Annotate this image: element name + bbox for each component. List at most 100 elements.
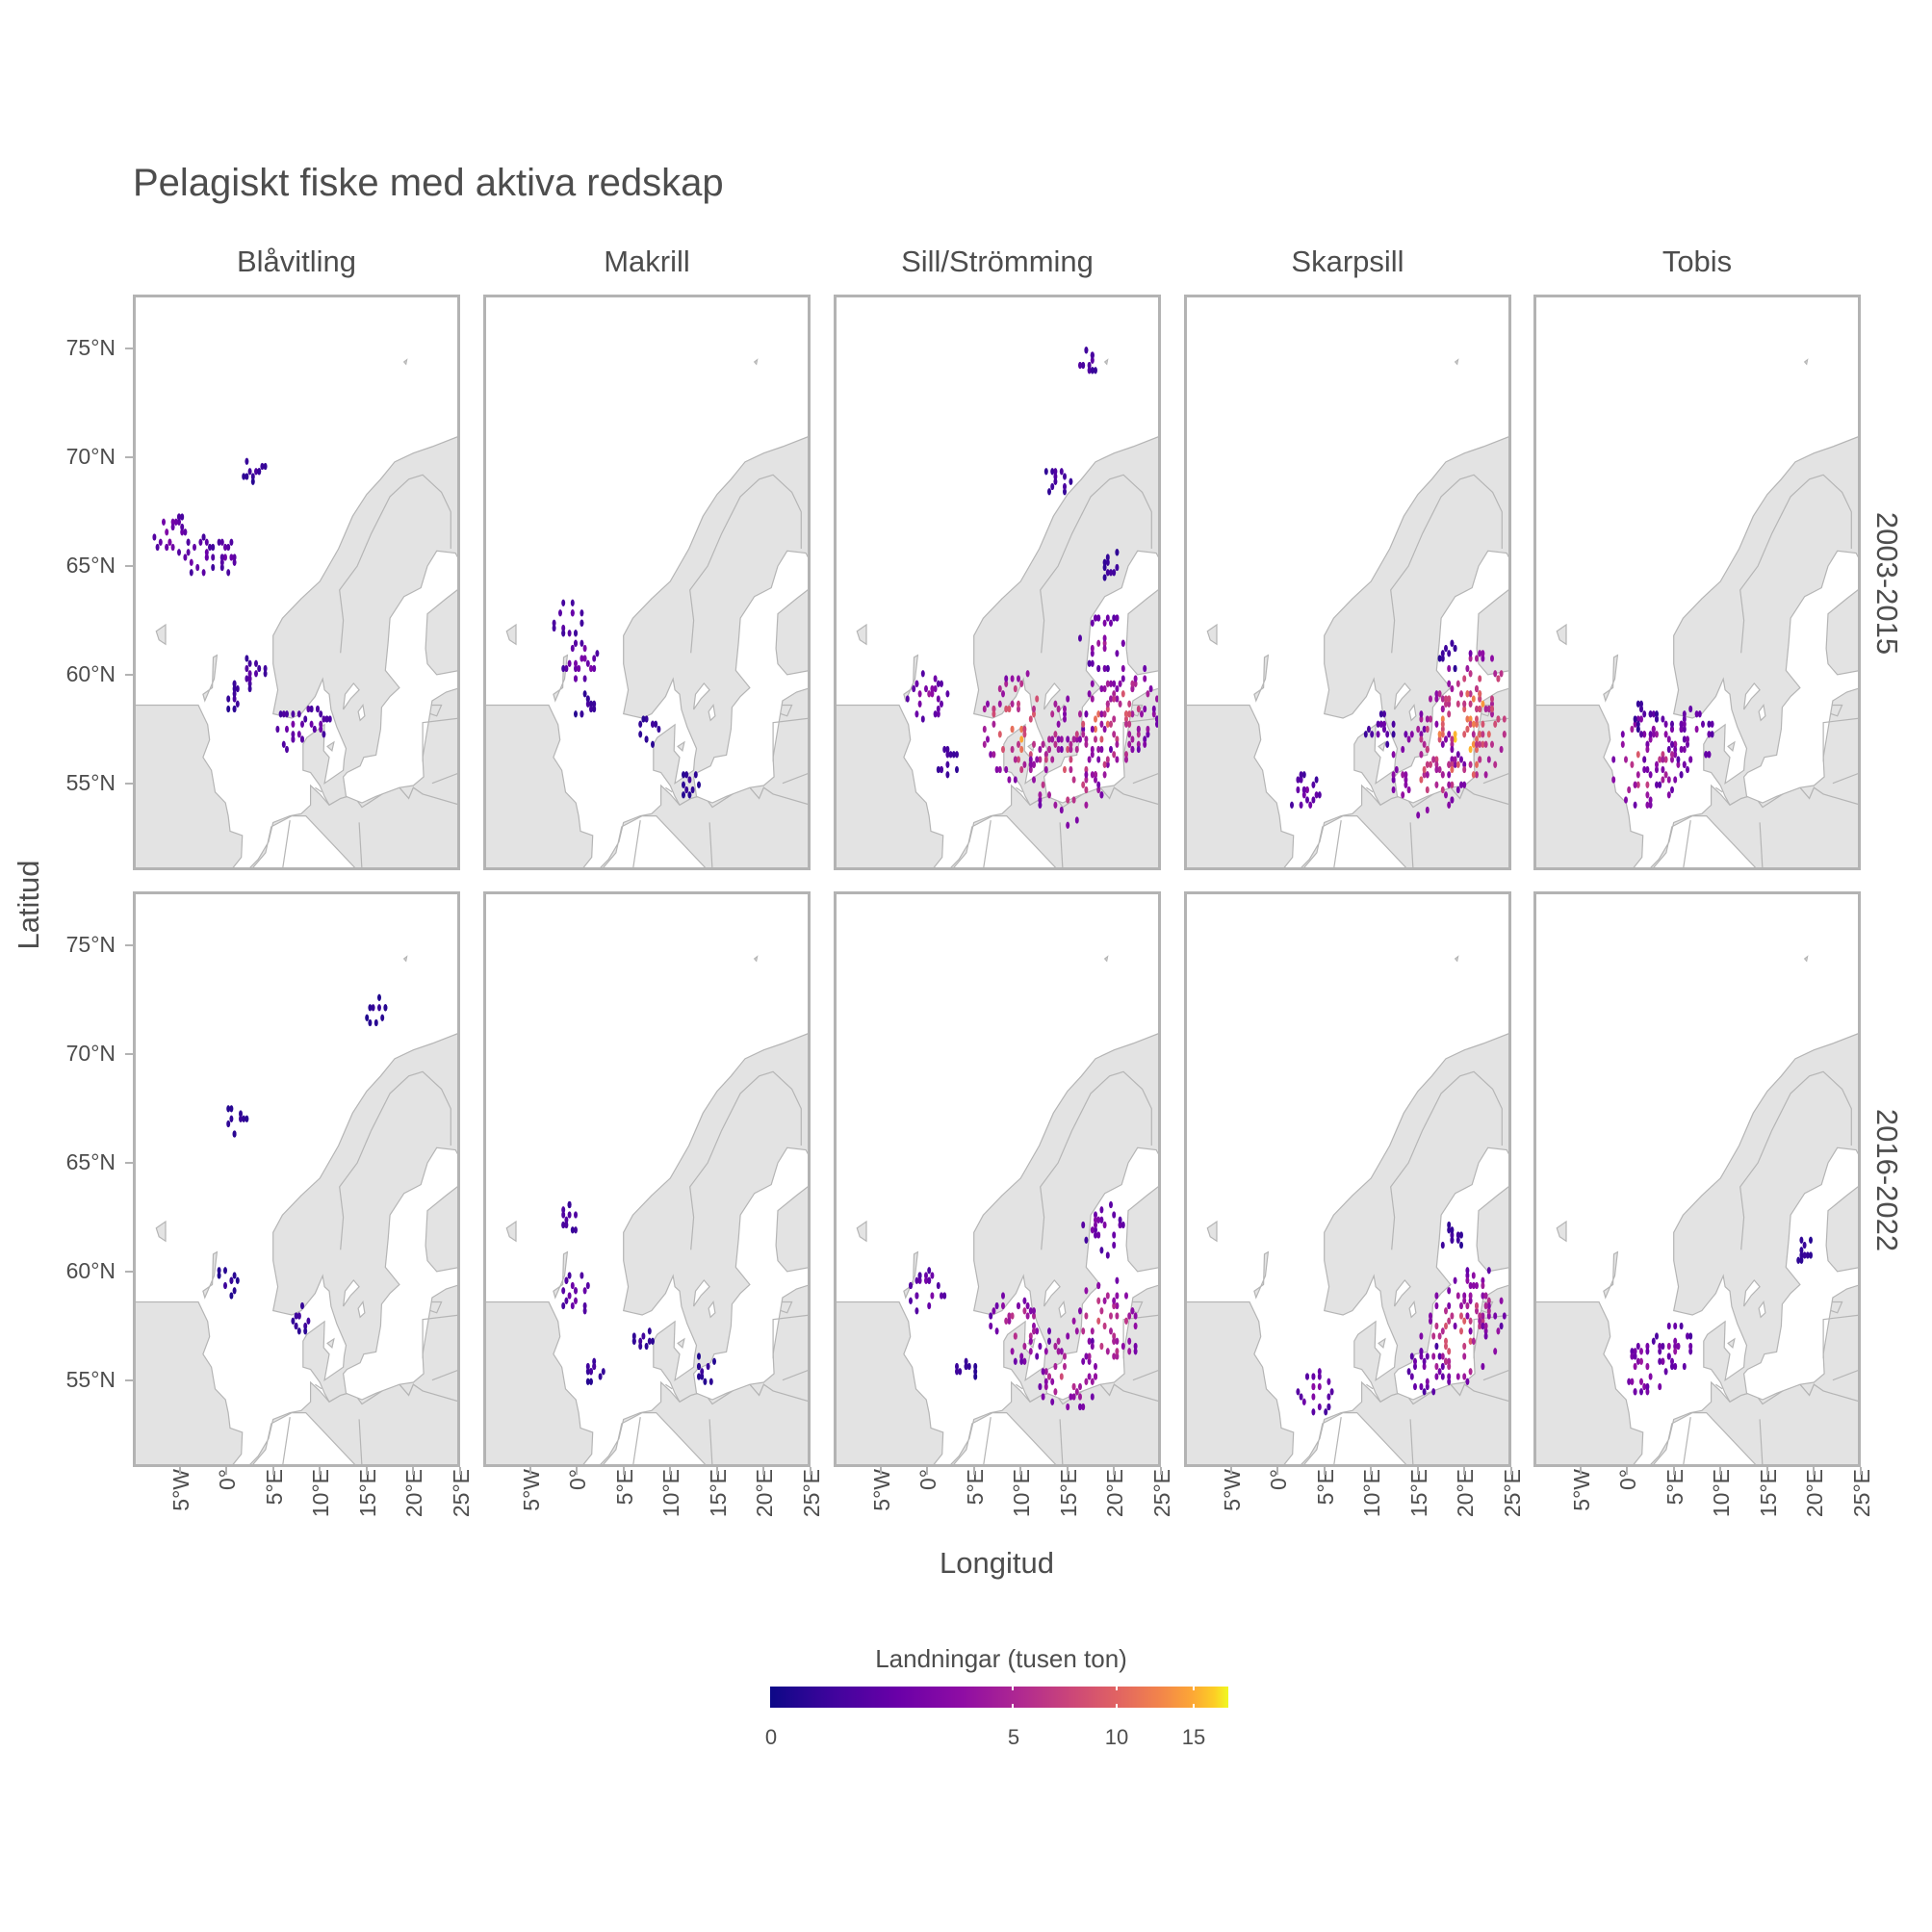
landing-cell xyxy=(1069,477,1073,485)
landing-cell xyxy=(580,710,584,718)
landing-cell xyxy=(1063,1362,1067,1371)
landing-cell xyxy=(1666,1322,1671,1330)
landing-cell xyxy=(1109,720,1113,728)
landing-cell xyxy=(247,659,252,667)
landing-cell xyxy=(1025,1301,1030,1310)
x-tick-mark xyxy=(1160,1467,1162,1475)
landing-cell xyxy=(942,1292,947,1300)
landing-cell xyxy=(1434,765,1439,774)
landing-cell xyxy=(1462,731,1467,738)
landing-cell xyxy=(1440,720,1445,728)
landing-cell xyxy=(232,558,237,566)
x-tick-label: 25°E xyxy=(799,1469,824,1518)
landing-cell xyxy=(1468,1297,1473,1304)
landing-cell xyxy=(1645,801,1650,809)
x-tick-mark xyxy=(1860,1467,1862,1475)
landing-cell xyxy=(1099,1216,1104,1224)
landing-cell xyxy=(1465,715,1470,723)
landing-cell xyxy=(1305,1373,1309,1380)
landing-cell xyxy=(1401,771,1405,779)
landing-cell xyxy=(1096,1297,1101,1304)
landing-cell xyxy=(1127,1348,1132,1355)
landing-cell xyxy=(1099,735,1104,743)
landing-cell xyxy=(1090,650,1095,657)
landing-cell xyxy=(1053,1342,1058,1351)
landing-cells xyxy=(909,1200,1138,1411)
landing-cell xyxy=(1053,731,1058,738)
landing-cell xyxy=(303,715,308,723)
landing-cell xyxy=(1453,1322,1457,1330)
landing-cell xyxy=(561,624,566,632)
landing-cell xyxy=(1431,1332,1436,1340)
landing-cell xyxy=(291,720,296,728)
landing-cell xyxy=(936,1281,940,1290)
landing-cell xyxy=(582,655,587,662)
landing-cell xyxy=(1311,1373,1316,1380)
landing-cell xyxy=(1146,690,1150,698)
landing-cell xyxy=(598,1373,603,1380)
landing-cell xyxy=(589,700,593,708)
landing-cell xyxy=(1630,1378,1635,1385)
landing-cell xyxy=(189,558,193,566)
landing-cell xyxy=(1066,796,1070,804)
landing-cell xyxy=(1636,1357,1640,1365)
landing-cell xyxy=(1115,1276,1120,1284)
landing-cell xyxy=(1648,771,1653,779)
landing-cell xyxy=(1090,725,1095,734)
landing-cell xyxy=(1022,731,1027,738)
landing-cell xyxy=(275,725,280,734)
landing-cell xyxy=(1444,700,1448,708)
landing-cell xyxy=(1686,740,1689,748)
landing-cell xyxy=(1112,715,1117,723)
landing-cell xyxy=(1490,700,1494,708)
x-tick-mark xyxy=(1113,1467,1116,1475)
landing-cell xyxy=(1115,1312,1120,1320)
landing-cell xyxy=(570,1301,575,1310)
landing-cell xyxy=(319,710,323,718)
landing-cell xyxy=(930,684,935,693)
landing-cell xyxy=(1004,680,1009,687)
landing-cell xyxy=(930,690,935,698)
landing-cell xyxy=(552,619,556,627)
landing-cell xyxy=(278,710,283,718)
landing-cell xyxy=(1661,751,1665,759)
landing-cell xyxy=(1035,1327,1040,1335)
landing-cell xyxy=(574,664,578,673)
landing-cell xyxy=(1130,735,1135,743)
landing-cell xyxy=(1447,1226,1452,1234)
x-tick-mark xyxy=(879,1467,882,1475)
landing-cell xyxy=(1425,771,1430,779)
landing-cell xyxy=(936,680,940,687)
x-tick-label: 0° xyxy=(915,1469,941,1490)
landing-cell xyxy=(250,473,255,480)
landing-cell xyxy=(693,771,698,779)
landing-cell xyxy=(1642,731,1647,738)
landing-cell xyxy=(1636,700,1640,708)
landing-cell xyxy=(1404,771,1408,779)
landing-cell xyxy=(1639,1388,1643,1396)
landing-cell xyxy=(1299,801,1303,809)
landing-cell xyxy=(1028,1307,1033,1315)
landing-cell xyxy=(1299,776,1303,784)
chart-title: Pelagiskt fiske med aktiva redskap xyxy=(133,162,724,204)
map-panel-2 xyxy=(483,295,811,870)
landing-cell xyxy=(1658,1382,1662,1391)
landing-cell xyxy=(1805,1251,1810,1259)
landing-cell xyxy=(1468,650,1473,657)
landing-cell xyxy=(1133,1348,1138,1355)
landing-cell xyxy=(1434,1292,1439,1300)
landing-cell xyxy=(1468,1317,1473,1325)
landing-cell xyxy=(1115,740,1120,748)
landing-cell xyxy=(1679,720,1684,728)
landing-cell xyxy=(592,655,597,662)
landing-cell xyxy=(1478,1322,1482,1330)
landing-cell xyxy=(1670,751,1674,759)
landing-cell xyxy=(177,549,181,556)
landing-cell xyxy=(1796,1256,1801,1264)
landing-cell xyxy=(574,659,578,667)
landing-cell xyxy=(1620,731,1625,738)
landing-cell xyxy=(1478,695,1482,703)
landing-cell xyxy=(1109,695,1113,703)
landing-cell xyxy=(1066,695,1070,703)
landing-cell xyxy=(1155,695,1159,703)
